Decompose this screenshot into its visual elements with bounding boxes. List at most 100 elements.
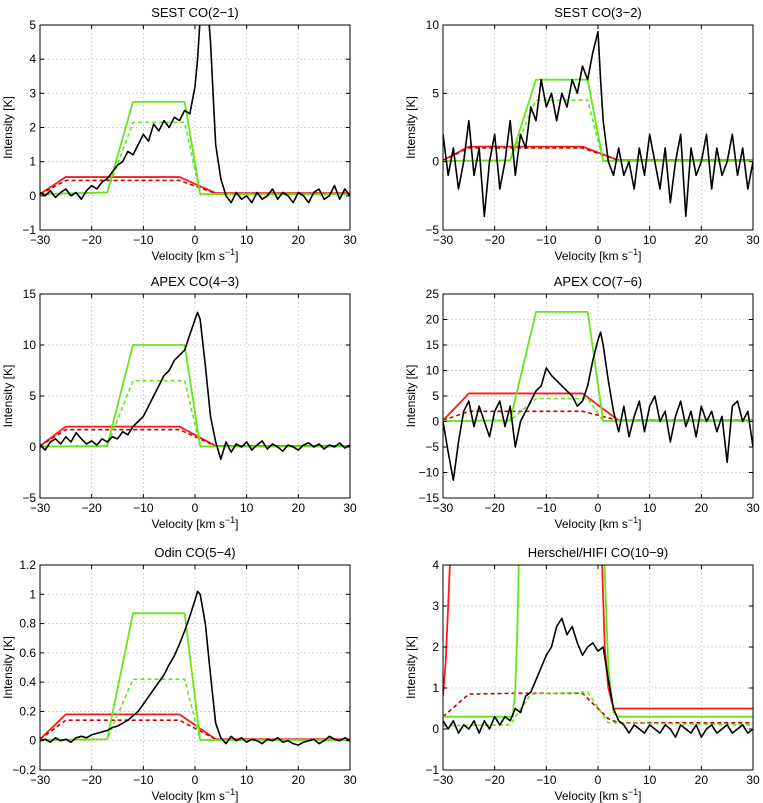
- x-tick-label: −30: [30, 501, 51, 515]
- x-tick-label: 10: [240, 501, 254, 515]
- x-tick-label: 20: [695, 233, 709, 247]
- series-group: [40, 25, 350, 204]
- y-tick-label: −1: [425, 763, 439, 777]
- series-model-green: [40, 612, 350, 741]
- x-axis-label: Velocity [km s−1]: [152, 515, 239, 531]
- x-tick-label: 0: [192, 501, 199, 515]
- x-tick-label: −20: [81, 773, 102, 787]
- y-tick-label: 3: [432, 599, 439, 613]
- series-model-red-dash: [443, 410, 753, 422]
- y-tick-label: 1: [29, 155, 36, 169]
- y-tick-label: 0: [29, 189, 36, 203]
- x-tick-label: 30: [343, 233, 357, 247]
- y-tick-label: 3: [29, 86, 36, 100]
- series-group: [40, 590, 350, 746]
- y-tick-label: −10: [419, 466, 440, 480]
- y-tick-label: 10: [23, 338, 37, 352]
- x-tick-label: −10: [536, 501, 557, 515]
- y-tick-label: 15: [426, 338, 440, 352]
- y-axis-label: Intensity [K]: [1, 365, 15, 428]
- y-tick-label: 0: [432, 155, 439, 169]
- x-tick-label: 0: [192, 773, 199, 787]
- y-tick-label: 0.4: [19, 675, 36, 689]
- x-tick-label: 10: [643, 773, 657, 787]
- y-tick-label: 5: [29, 18, 36, 32]
- x-tick-label: 10: [643, 501, 657, 515]
- y-tick-label: −5: [22, 491, 36, 505]
- x-tick-label: 30: [343, 501, 357, 515]
- chart-panel-3: −30 −20 −10 0 10 20 30 −5 0 5 10 15 APEX CO(4−3) Velo…: [1, 274, 357, 531]
- panel-title: Herschel/HIFI CO(10−9): [528, 545, 669, 560]
- x-tick-label: −30: [30, 773, 51, 787]
- x-tick-label: −30: [433, 233, 454, 247]
- panel-title: APEX CO(4−3): [151, 274, 240, 289]
- x-tick-label: 0: [595, 773, 602, 787]
- x-tick-label: 10: [240, 773, 254, 787]
- y-tick-label: 0: [432, 415, 439, 429]
- chart-panel-4: −30 −20 −10 0 10 20 30 −15 −10 −5 0 5 10 15 20 25 APEX C…: [404, 274, 760, 531]
- y-tick-label: −1: [22, 223, 36, 237]
- x-tick-label: −30: [433, 501, 454, 515]
- y-tick-label: 10: [426, 364, 440, 378]
- y-tick-label: 4: [432, 558, 439, 572]
- y-tick-label: 0: [29, 440, 36, 454]
- y-tick-label: 10: [426, 18, 440, 32]
- y-tick-label: 15: [23, 287, 37, 301]
- series-model-green: [443, 565, 753, 718]
- x-tick-label: −20: [484, 773, 505, 787]
- x-tick-label: −10: [133, 233, 154, 247]
- panel-title: Odin CO(5−4): [154, 545, 235, 560]
- x-axis-label: Velocity [km s−1]: [152, 787, 239, 803]
- y-tick-label: 5: [432, 389, 439, 403]
- y-axis-label: Intensity [K]: [1, 636, 15, 699]
- x-tick-label: −10: [133, 501, 154, 515]
- x-tick-label: −10: [133, 773, 154, 787]
- x-tick-label: 30: [746, 773, 760, 787]
- y-tick-label: −5: [425, 440, 439, 454]
- y-axis-label: Intensity [K]: [404, 365, 418, 428]
- y-tick-label: 0.2: [19, 704, 36, 718]
- y-tick-label: 1: [29, 587, 36, 601]
- x-tick-label: −10: [536, 773, 557, 787]
- y-tick-label: −15: [419, 491, 440, 505]
- x-tick-label: 20: [292, 233, 306, 247]
- series-observed: [40, 311, 350, 461]
- panel-title: SEST CO(2−1): [151, 5, 239, 20]
- x-tick-label: −10: [536, 233, 557, 247]
- series-model-red-dash: [443, 692, 753, 724]
- series-group: [40, 311, 350, 461]
- x-tick-label: 0: [595, 233, 602, 247]
- chart-panel-5: −30 −20 −10 0 10 20 30 −0.2 0 0.2 0.4 0.6 0.8 1 1.2 Odi…: [1, 545, 357, 803]
- x-tick-label: −20: [484, 501, 505, 515]
- y-tick-label: 25: [426, 287, 440, 301]
- series-model-green: [443, 78, 753, 162]
- x-axis-label: Velocity [km s−1]: [555, 515, 642, 531]
- series-observed: [443, 331, 753, 481]
- series-observed: [443, 617, 753, 738]
- x-axis-label: Velocity [km s−1]: [152, 247, 239, 263]
- panel-title: SEST CO(3−2): [554, 5, 642, 20]
- y-tick-label: −0.2: [12, 763, 36, 777]
- x-tick-label: 30: [746, 501, 760, 515]
- series-group: [443, 565, 753, 738]
- y-tick-label: 5: [432, 86, 439, 100]
- y-tick-label: 4: [29, 52, 36, 66]
- x-tick-label: 10: [643, 233, 657, 247]
- x-tick-label: 10: [240, 233, 254, 247]
- y-axis-label: Intensity [K]: [1, 96, 15, 159]
- x-tick-label: 20: [292, 501, 306, 515]
- series-observed: [443, 31, 753, 218]
- series-observed: [40, 590, 350, 746]
- y-tick-label: 0: [432, 722, 439, 736]
- y-tick-label: 0.8: [19, 617, 36, 631]
- x-tick-label: −30: [30, 233, 51, 247]
- x-tick-label: 0: [192, 233, 199, 247]
- y-tick-label: 0: [29, 734, 36, 748]
- y-tick-label: 1.2: [19, 558, 36, 572]
- x-tick-label: 0: [595, 501, 602, 515]
- x-tick-label: 20: [292, 773, 306, 787]
- series-observed: [40, 25, 350, 204]
- y-tick-label: 20: [426, 313, 440, 327]
